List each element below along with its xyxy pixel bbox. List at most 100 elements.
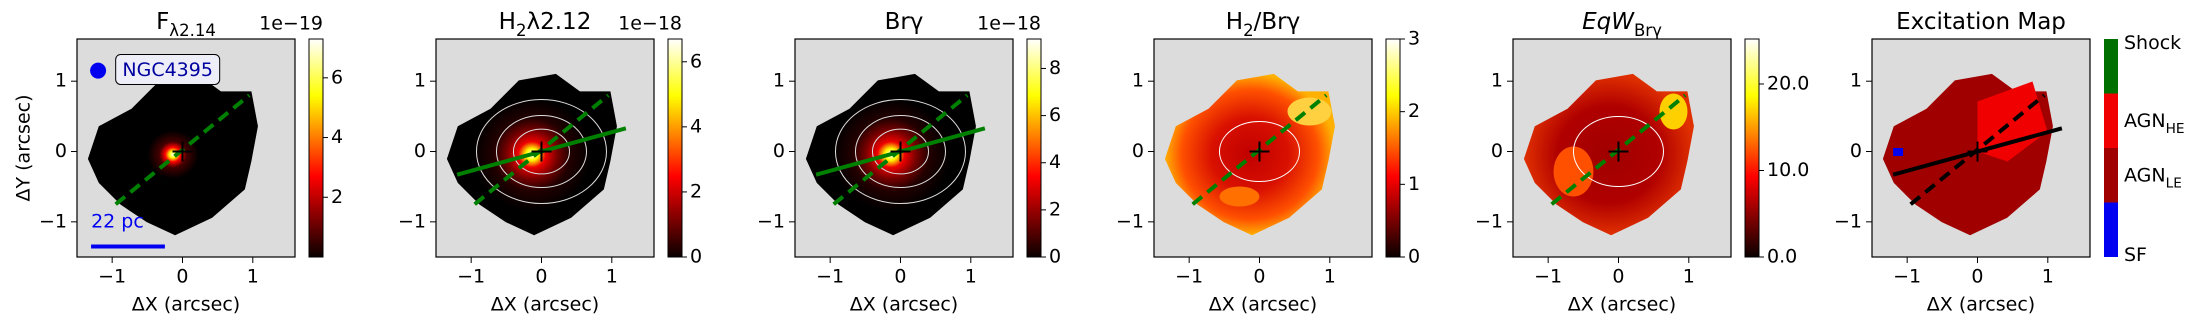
colorbar-tick-label: 6 [331,66,343,88]
chart-title: H2λ2.12 [499,9,592,41]
x-tick-label: 0 [1612,266,1624,288]
y-tick-label: −1 [1475,210,1503,232]
y-tick-label: 0 [1491,140,1503,162]
y-tick-label: 0 [1850,140,1862,162]
chart-title: Brγ [885,9,924,35]
colorbar-tick-label: 8 [1049,57,1061,79]
y-tick-label: −1 [398,210,426,232]
chart-title-part: EqW [1582,9,1635,35]
map-patch [1659,93,1688,130]
colorbar-segment [2104,148,2118,203]
colorbar-tick-label: 3 [1408,28,1420,50]
x-tick-label: −1 [1893,266,1921,288]
colorbar-tick-label: 6 [690,50,702,72]
map-contour [1572,116,1664,188]
axes-frame [1512,38,1732,258]
colorbar-label-part: SF [2124,244,2147,266]
chart-title-part: H [1226,9,1243,35]
colorbar-label-part: AGN [2124,109,2166,131]
colorbar-tick-label: 10.0 [1767,159,1809,181]
colorbar-segment [2104,39,2118,94]
map-contour [834,99,966,205]
colorbar-tick-label: 2 [690,180,702,202]
colorbar [1744,38,1760,258]
y-tick-label: −1 [1116,210,1144,232]
map-patch [1553,146,1594,197]
y-tick-label: 1 [1132,70,1144,92]
map-region [1893,148,1904,156]
colorbar [667,38,683,258]
x-tick-label: −1 [816,266,844,288]
x-tick-label: 1 [606,266,618,288]
x-tick-label: 1 [1324,266,1336,288]
x-tick-label: 0 [535,266,547,288]
scale-label: 22 pc [91,210,144,232]
chart-title: H2/Brγ [1226,9,1300,41]
y-tick-label: 0 [1132,140,1144,162]
colorbar-label-part: Shock [2124,32,2181,54]
axes-frame [1153,38,1373,258]
x-tick-label: −1 [98,266,126,288]
y-tick-label: 1 [1850,70,1862,92]
y-tick-label: 1 [773,70,785,92]
colorbar [1026,38,1042,258]
colorbar-tick-label: 0.0 [1767,246,1797,268]
x-axis-label: ΔX (arcsec) [491,294,599,316]
x-tick-label: −1 [1534,266,1562,288]
map-contour [512,128,570,175]
y-tick-label: 1 [414,70,426,92]
y-tick-label: −1 [1834,210,1862,232]
chart-title-part: λ2.14 [169,21,216,40]
colorbar-label-part: AGN [2124,164,2166,186]
colorbar-label: SF [2124,244,2147,266]
y-tick-label: −1 [39,210,67,232]
y-tick-label: 0 [414,140,426,162]
x-axis-label: ΔX (arcsec) [1927,294,2035,316]
colorbar-tick-label: 4 [1049,151,1061,173]
map-contour [854,115,946,189]
chart-title: Fλ2.14 [156,9,216,41]
chart-title: Excitation Map [1896,9,2066,35]
colorbar-tick-label: 2 [1049,198,1061,220]
x-tick-label: 0 [1971,266,1983,288]
chart-title: EqWBrγ [1582,9,1662,41]
chart-title-part: λ2.12 [527,9,592,35]
colorbar-offset: 1e−18 [618,13,682,35]
colorbar-tick-label: 6 [1049,104,1061,126]
x-tick-label: 1 [1683,266,1695,288]
axes-frame [435,38,655,258]
axes-frame [76,38,296,258]
chart-title-part: Brγ [1634,21,1662,40]
x-axis-label: ΔX (arcsec) [850,294,958,316]
axes-frame [1871,38,2091,258]
marker [90,62,107,79]
colorbar-label: AGNLE [2124,164,2182,192]
colorbar-offset: 1e−19 [259,13,323,35]
y-tick-label: 1 [55,70,67,92]
colorbar-tick-label: 4 [690,115,702,137]
x-axis-label: ΔX (arcsec) [132,294,240,316]
x-tick-label: 0 [176,266,188,288]
map [87,73,258,236]
colorbar-tick-label: 0 [690,246,702,268]
y-tick-label: −1 [757,210,785,232]
label-box [115,53,221,85]
x-tick-label: 0 [894,266,906,288]
y-tick-label: 0 [773,140,785,162]
colorbar [308,38,324,258]
map-contour [871,128,929,175]
colorbar-offset: 1e−18 [977,13,1041,35]
map-patch [1287,97,1332,126]
object-label: NGC4395 [122,59,213,81]
map-patch [1219,186,1260,207]
y-tick-label: 1 [1491,70,1503,92]
colorbar-tick-label: 20.0 [1767,72,1809,94]
chart-title-part: 2 [1243,21,1254,40]
chart-title-part: 2 [516,21,527,40]
x-axis-label: ΔX (arcsec) [1568,294,1676,316]
colorbar-tick-label: 2 [1408,100,1420,122]
chart-title-part: Excitation Map [1896,9,2066,35]
colorbar-label: AGNHE [2124,109,2185,137]
x-tick-label: −1 [1175,266,1203,288]
